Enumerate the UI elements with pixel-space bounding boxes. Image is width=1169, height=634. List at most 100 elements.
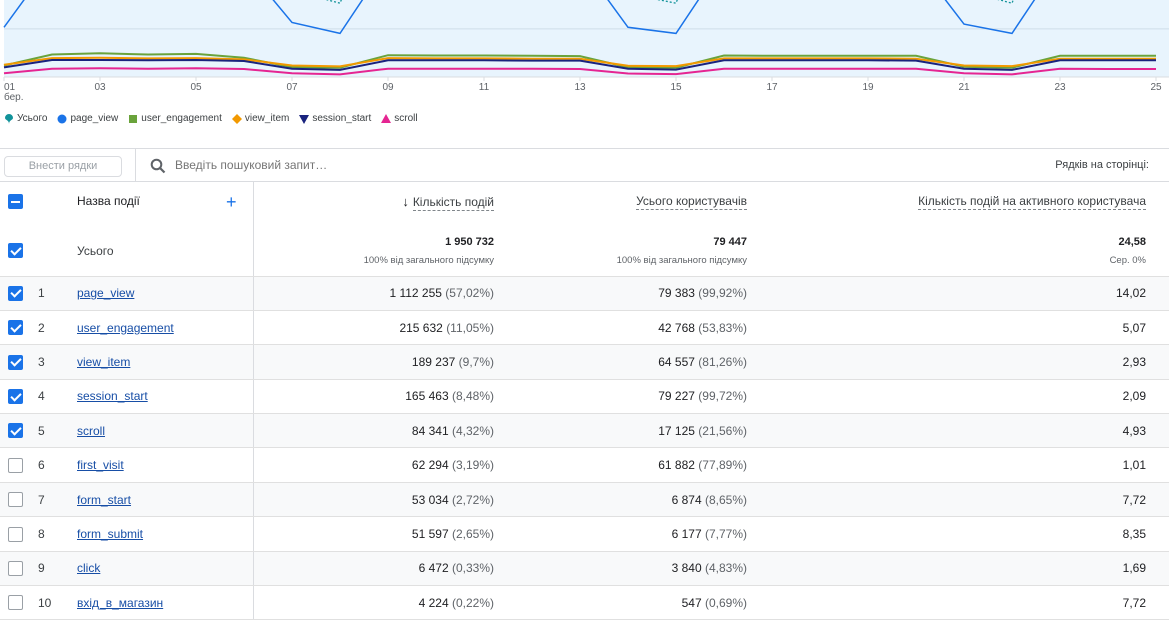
legend-label: Усього [17, 113, 48, 124]
table-row: 8 form_submit 51 597 (2,65%) 6 177 (7,77… [0, 516, 1169, 552]
event-name-link[interactable]: form_start [77, 492, 132, 507]
x-tick-label: 17 [766, 82, 778, 93]
events-per-user: 2,93 [747, 344, 1169, 380]
legend-triangle-down-icon [299, 114, 310, 124]
header-event-name[interactable]: Назва події [77, 194, 140, 208]
legend-item[interactable]: session_start [299, 113, 371, 124]
total-users-pct: (77,89%) [698, 458, 747, 473]
total-per-user: 24,58 [1118, 235, 1146, 248]
total-users-value: 61 882 [658, 458, 695, 473]
event-name-link[interactable]: view_item [77, 354, 131, 369]
events-per-user: 4,93 [747, 413, 1169, 449]
event-count-pct: (3,19%) [451, 458, 494, 473]
event-count-pct: (8,48%) [451, 389, 494, 404]
row-number: 2 [38, 310, 77, 346]
events-table: Назва події + ↓ Кількість подій Усього кор… [0, 182, 1169, 621]
legend-item[interactable]: Усього [4, 113, 47, 124]
event-count: 189 237 [411, 354, 456, 369]
table-row: 6 first_visit 62 294 (3,19%) 61 882 (77,… [0, 447, 1169, 483]
legend-label: scroll [394, 113, 418, 124]
legend-square-icon [128, 114, 138, 124]
row-checkbox[interactable] [8, 423, 23, 439]
row-number: 6 [38, 447, 77, 483]
total-event-count-sub: 100% від загального підсумку [363, 254, 494, 266]
table-row: 7 form_start 53 034 (2,72%) 6 874 (8,65%… [0, 482, 1169, 518]
search-input[interactable] [175, 158, 575, 172]
totals-checkbox[interactable] [8, 243, 23, 259]
total-users-pct: (99,92%) [698, 286, 747, 301]
event-count-pct: (0,22%) [451, 595, 494, 610]
row-checkbox[interactable] [8, 354, 23, 370]
event-count: 4 224 [418, 595, 449, 610]
x-tick-label: 09 [382, 82, 394, 93]
event-count: 62 294 [411, 458, 449, 473]
legend-item[interactable]: user_engagement [128, 113, 222, 124]
event-name-link[interactable]: page_view [77, 286, 135, 301]
event-count-pct: (2,65%) [451, 526, 494, 541]
x-tick-label: 05 [190, 82, 202, 93]
legend-circle-icon [57, 114, 67, 124]
row-checkbox[interactable] [8, 526, 23, 542]
select-all-checkbox[interactable] [8, 194, 23, 210]
row-checkbox[interactable] [8, 595, 23, 611]
events-per-user: 7,72 [747, 585, 1169, 621]
total-users-pct: (21,56%) [698, 423, 747, 438]
events-per-user: 2,09 [747, 379, 1169, 415]
x-month-label: бер. [4, 91, 24, 103]
row-checkbox[interactable] [8, 560, 23, 576]
series-line-page_view [3, 0, 1036, 35]
event-name-link[interactable]: user_engagement [77, 320, 174, 335]
row-number: 5 [38, 413, 77, 449]
total-users-pct: (53,83%) [698, 320, 747, 335]
table-row: 10 вхід_в_магазин 4 224 (0,22%) 547 (0,6… [0, 585, 1169, 621]
row-checkbox[interactable] [8, 492, 23, 508]
legend-item[interactable]: view_item [231, 113, 290, 124]
row-checkbox[interactable] [8, 285, 23, 301]
total-users-value: 3 840 [671, 561, 702, 576]
total-per-user-sub: Сер. 0% [1109, 254, 1146, 266]
row-number: 7 [38, 482, 77, 518]
event-name-link[interactable]: session_start [77, 389, 148, 404]
row-checkbox[interactable] [8, 320, 23, 336]
event-name-link[interactable]: scroll [77, 423, 106, 438]
event-count-pct: (57,02%) [445, 286, 494, 301]
event-name-link[interactable]: first_visit [77, 458, 124, 473]
row-number: 3 [38, 344, 77, 380]
event-count: 165 463 [405, 389, 449, 404]
legend-pin-icon [4, 113, 14, 124]
legend-triangle-up-icon [381, 113, 392, 124]
table-row: 2 user_engagement 215 632 (11,05%) 42 76… [0, 310, 1169, 346]
plot-rows-button[interactable]: Внести рядки [4, 156, 122, 177]
total-users-sub: 100% від загального підсумку [616, 254, 747, 266]
event-count: 84 341 [411, 423, 449, 438]
add-dimension-icon[interactable]: + [225, 192, 237, 212]
header-event-count[interactable]: Кількість подій [412, 195, 494, 211]
events-per-user: 7,72 [747, 482, 1169, 518]
x-tick-label: 01 [4, 82, 16, 93]
events-per-user: 1,01 [747, 447, 1169, 483]
events-line-chart: 01 03 05 07 09 11 13 15 17 19 21 23 25 бер. [3, 0, 1169, 103]
legend-label: session_start [312, 113, 372, 124]
header-events-per-user[interactable]: Кількість подій на активного користувача [918, 194, 1146, 210]
total-users-value: 42 768 [658, 320, 695, 335]
event-name-link[interactable]: вхід_в_магазин [77, 595, 164, 610]
series-line-view_item [3, 56, 1156, 68]
total-users-pct: (0,69%) [704, 595, 747, 610]
x-tick-label: 23 [1054, 82, 1066, 93]
event-count: 51 597 [411, 526, 449, 541]
legend-item[interactable]: page_view [57, 113, 118, 124]
total-users-pct: (81,26%) [698, 354, 747, 369]
x-tick-label: 19 [862, 82, 874, 93]
legend-label: view_item [244, 113, 290, 124]
events-per-user: 8,35 [747, 516, 1169, 552]
legend-item[interactable]: scroll [381, 113, 418, 124]
row-checkbox[interactable] [8, 457, 23, 473]
event-name-link[interactable]: form_submit [77, 526, 144, 541]
total-users-value: 17 125 [658, 423, 695, 438]
event-name-link[interactable]: click [77, 561, 101, 576]
x-tick-label: 07 [286, 82, 298, 93]
total-users-value: 79 227 [658, 389, 695, 404]
header-total-users[interactable]: Усього користувачів [636, 194, 747, 210]
row-checkbox[interactable] [8, 389, 23, 405]
table-row: 1 page_view 1 112 255 (57,02%) 79 383 (9… [0, 276, 1169, 311]
